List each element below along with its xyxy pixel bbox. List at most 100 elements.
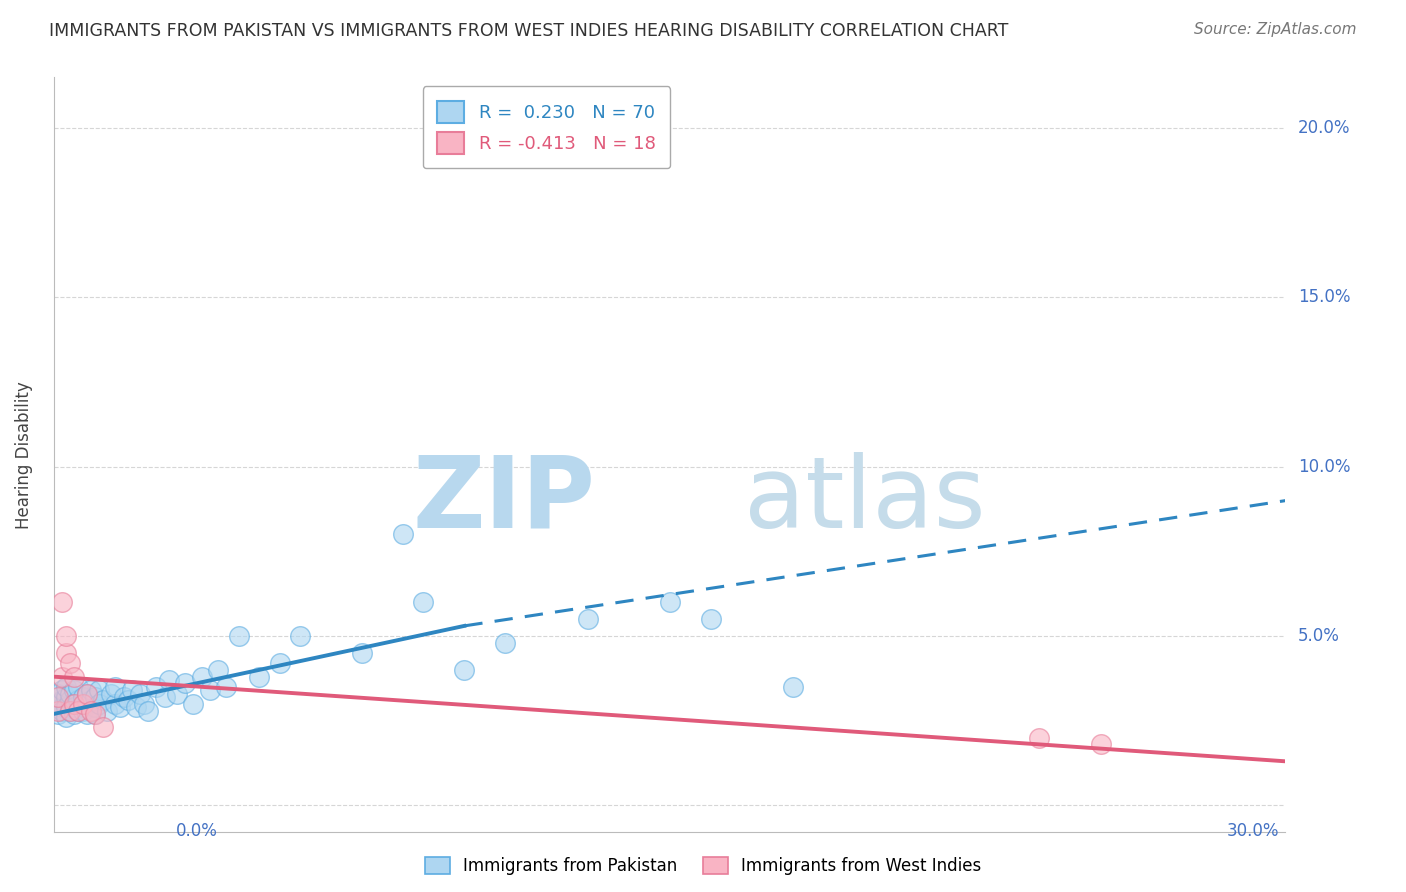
Point [576,612,599,626]
Point [46,706,69,721]
Point [121,683,143,698]
Point [55,629,77,643]
Point [67,704,90,718]
Point [658,595,681,609]
Point [76,697,98,711]
Point [391,527,413,541]
Point [63,706,86,721]
Point [91,721,114,735]
Point [157,673,180,687]
Point [104,680,127,694]
Point [72,700,94,714]
Point [80,693,103,707]
Point [55,680,77,694]
Point [83,690,105,704]
Point [183,697,205,711]
Point [63,683,86,698]
Point [72,690,94,704]
Point [80,704,103,718]
Point [215,680,238,694]
Point [104,697,127,711]
Point [55,710,77,724]
Point [63,670,86,684]
Point [198,683,221,698]
Point [55,646,77,660]
Point [134,697,156,711]
Text: 10.0%: 10.0% [1298,458,1350,475]
Point [76,687,98,701]
Point [63,697,86,711]
Point [59,687,82,701]
Point [145,680,167,694]
Point [59,704,82,718]
Text: Source: ZipAtlas.com: Source: ZipAtlas.com [1194,22,1357,37]
Point [51,704,73,718]
Point [63,697,86,711]
Point [247,670,270,684]
Point [91,693,114,707]
Point [55,690,77,704]
Point [76,687,98,701]
Point [782,680,804,694]
Text: IMMIGRANTS FROM PAKISTAN VS IMMIGRANTS FROM WEST INDIES HEARING DISABILITY CORRE: IMMIGRANTS FROM PAKISTAN VS IMMIGRANTS F… [49,22,1008,40]
Point [67,680,90,694]
Point [67,693,90,707]
Point [46,704,69,718]
Point [207,663,229,677]
Point [117,693,139,707]
Point [76,706,98,721]
Point [136,704,159,718]
Text: atlas: atlas [744,451,986,549]
Text: ZIP: ZIP [413,451,596,549]
Point [112,690,135,704]
Point [96,704,118,718]
Point [412,595,434,609]
Point [46,697,69,711]
Legend: R =  0.230   N = 70, R = -0.413   N = 18: R = 0.230 N = 70, R = -0.413 N = 18 [423,87,671,169]
Point [72,697,94,711]
Point [1028,731,1050,745]
Point [55,700,77,714]
Point [87,697,110,711]
Point [51,700,73,714]
Point [1090,738,1112,752]
Point [63,700,86,714]
Point [129,687,152,701]
Text: 0.0%: 0.0% [176,822,218,840]
Point [80,683,103,698]
Point [59,656,82,670]
Point [51,693,73,707]
Point [153,690,176,704]
Point [228,629,250,643]
Point [51,595,73,609]
Point [59,704,82,718]
Point [166,687,188,701]
Point [67,704,90,718]
Point [288,629,311,643]
Point [699,612,721,626]
Text: 30.0%: 30.0% [1227,822,1279,840]
Point [453,663,475,677]
Point [174,676,197,690]
Point [108,700,131,714]
Legend: Immigrants from Pakistan, Immigrants from West Indies: Immigrants from Pakistan, Immigrants fro… [416,849,990,884]
Point [51,670,73,684]
Point [350,646,373,660]
Point [100,687,122,701]
Point [125,700,148,714]
Point [87,683,110,698]
Point [269,656,291,670]
Point [59,693,82,707]
Point [494,636,516,650]
Point [72,704,94,718]
Y-axis label: Hearing Disability: Hearing Disability [15,381,32,529]
Point [51,683,73,698]
Point [83,700,105,714]
Text: 15.0%: 15.0% [1298,288,1350,307]
Text: 20.0%: 20.0% [1298,120,1350,137]
Text: 5.0%: 5.0% [1298,627,1340,645]
Point [83,706,105,721]
Point [46,687,69,701]
Point [46,690,69,704]
Point [83,706,105,721]
